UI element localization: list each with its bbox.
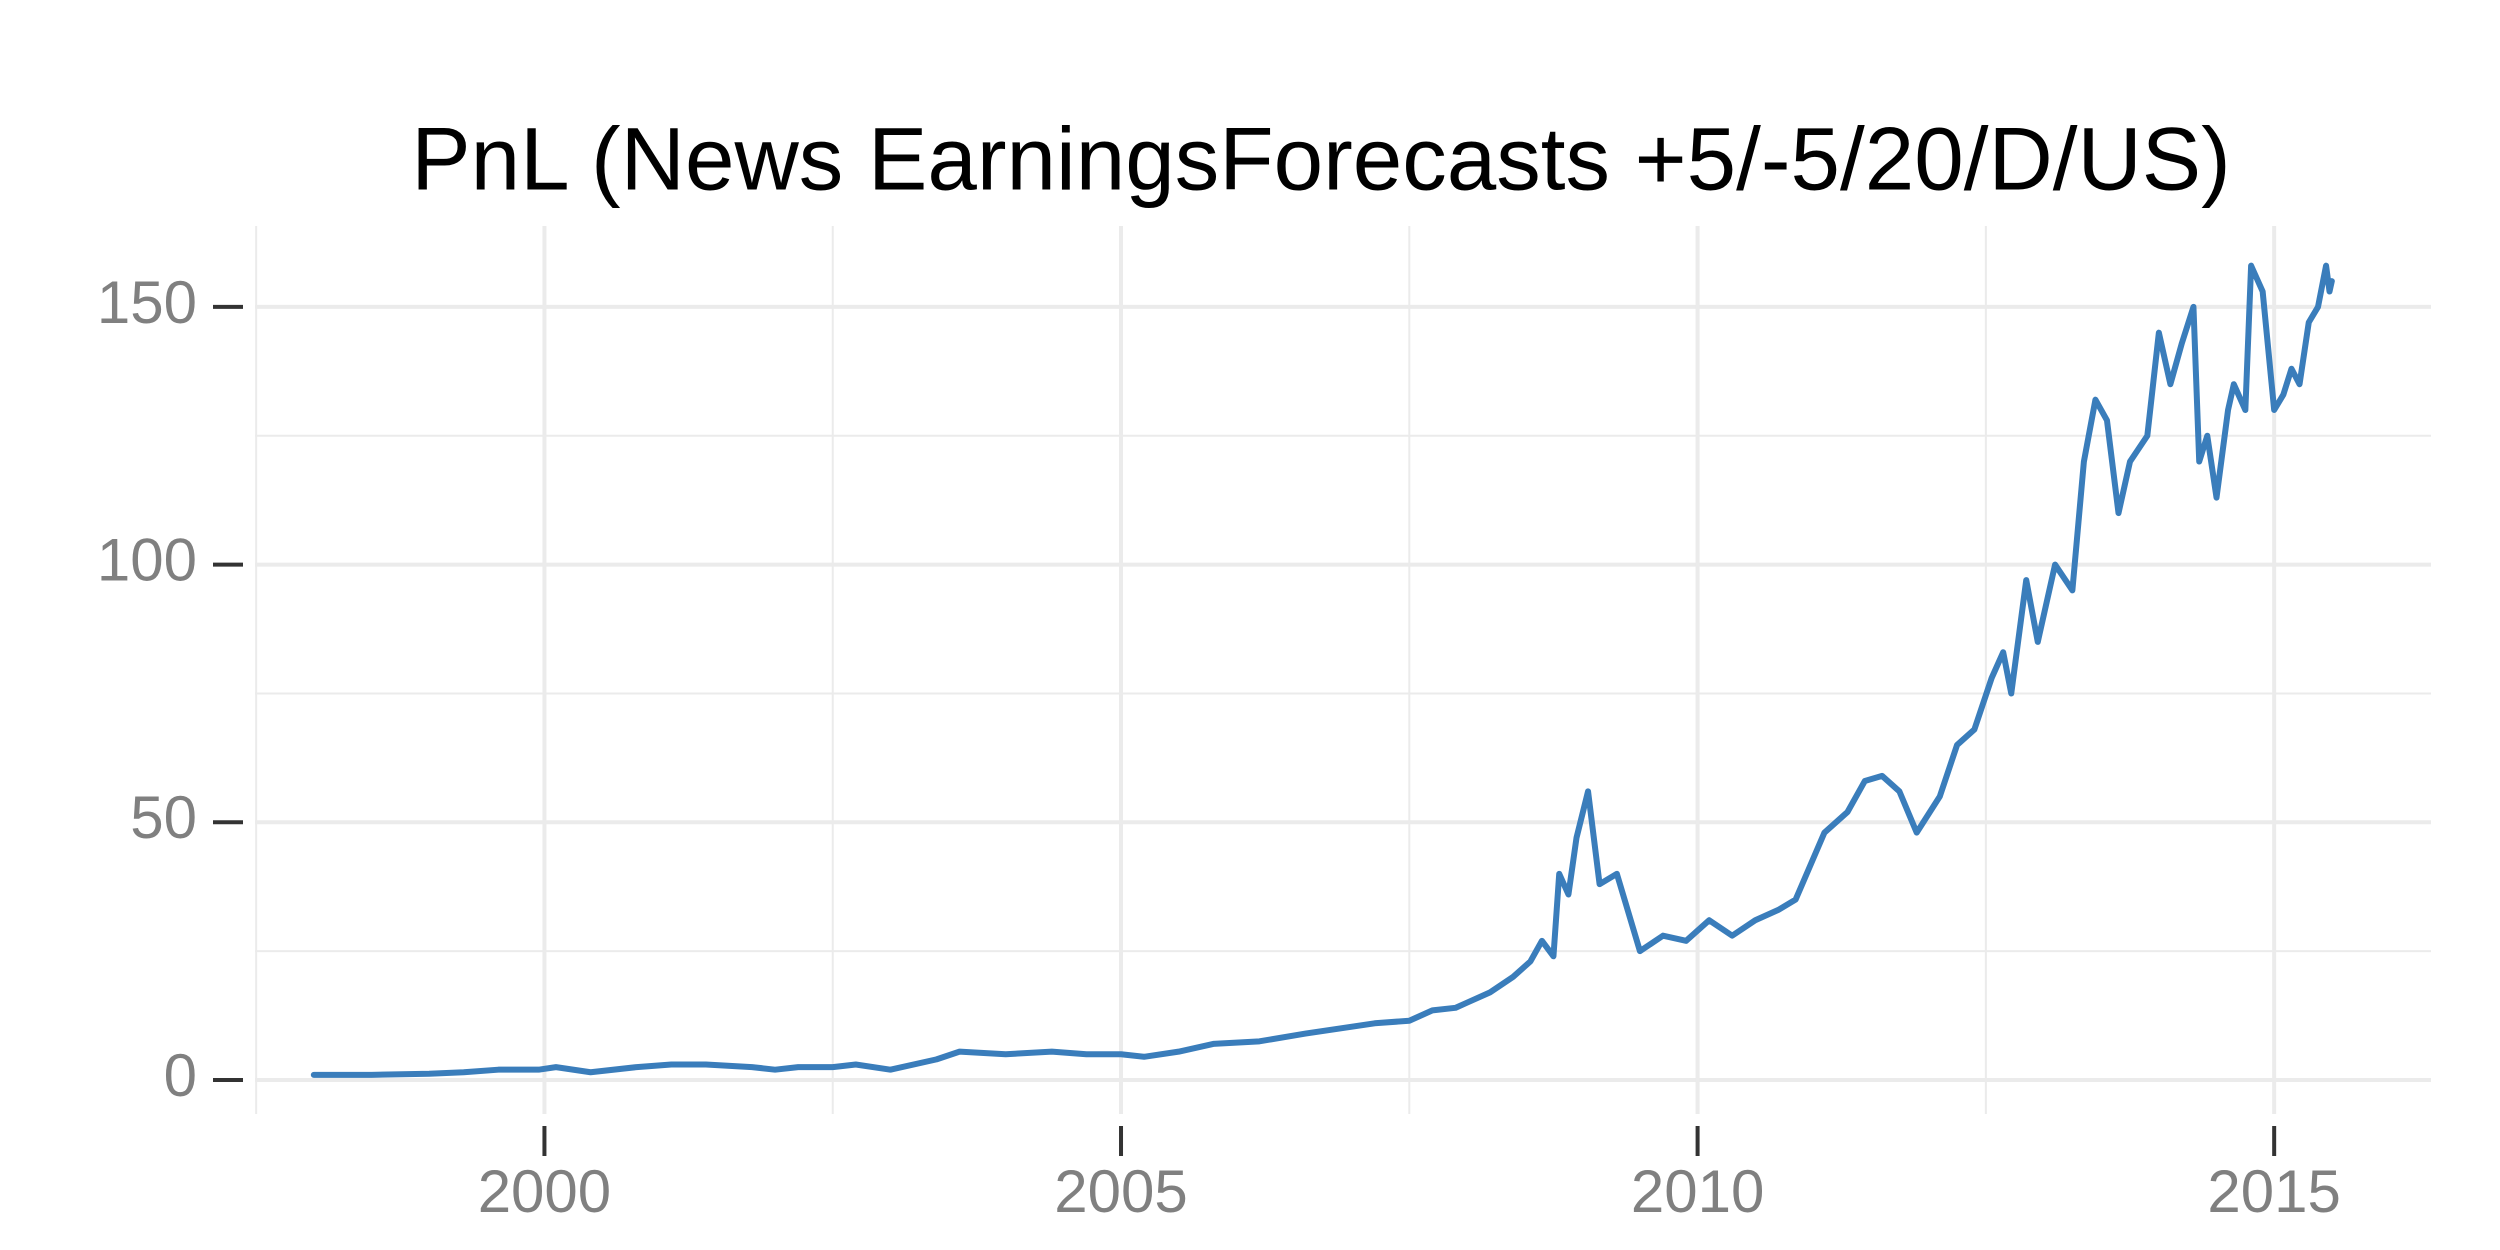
y-tick-label: 50 xyxy=(130,784,197,851)
data-line xyxy=(310,262,2335,1078)
x-tick-label: 2000 xyxy=(478,1158,611,1225)
x-tick-label: 2005 xyxy=(1054,1158,1187,1225)
chart-title: PnL (News EarningsForecasts +5/-5/20/D/U… xyxy=(411,109,2230,209)
y-tick-label: 0 xyxy=(164,1042,197,1109)
y-tick-label: 150 xyxy=(97,269,197,336)
y-tick-label: 100 xyxy=(97,526,197,593)
x-tick-label: 2010 xyxy=(1631,1158,1764,1225)
x-tick-label: 2015 xyxy=(2207,1158,2340,1225)
